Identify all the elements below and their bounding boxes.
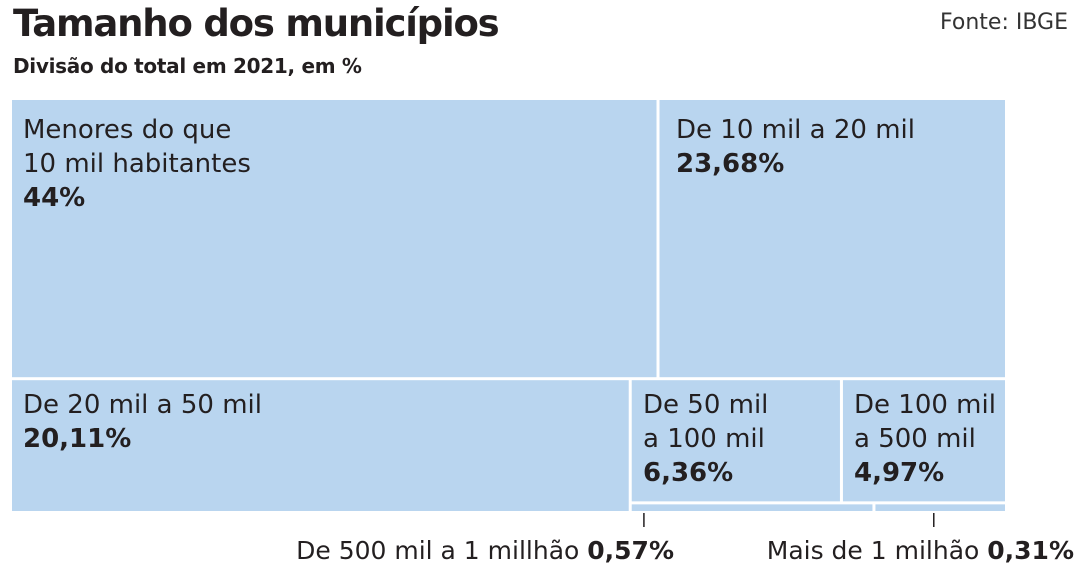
chart-subtitle: Divisão do total em 2021, em % bbox=[13, 54, 362, 78]
callout-mais-1milhao: Mais de 1 milhão 0,31% bbox=[767, 536, 1074, 566]
tile-name: De 50 mil a 100 mil bbox=[643, 390, 769, 454]
callout-500mil-1milhao: De 500 mil a 1 millhão 0,57% bbox=[296, 536, 674, 566]
tile-50-100mil bbox=[631, 380, 840, 502]
tile-10-20mil bbox=[659, 100, 1005, 378]
tile-name: De 20 mil a 50 mil bbox=[23, 390, 262, 420]
tile-value: 44% bbox=[23, 183, 86, 213]
callout-value: 0,57% bbox=[587, 536, 674, 565]
tile-value: 4,97% bbox=[854, 458, 945, 488]
tile-label-10-20mil: De 10 mil a 20 mil 23,68% bbox=[676, 113, 915, 181]
tile-label-menores-10mil: Menores do que 10 mil habitantes 44% bbox=[23, 113, 251, 215]
callout-value: 0,31% bbox=[987, 536, 1074, 565]
tile-name: De 10 mil a 20 mil bbox=[676, 115, 915, 145]
tile-label-20-50mil: De 20 mil a 50 mil 20,11% bbox=[23, 388, 262, 456]
tile-20-50mil bbox=[12, 380, 629, 511]
tile-value: 6,36% bbox=[643, 458, 734, 488]
chart-title: Tamanho dos municípios bbox=[13, 2, 500, 45]
tile-name: Menores do que 10 mil habitantes bbox=[23, 115, 251, 179]
tile-mais-1milhao bbox=[875, 504, 1005, 511]
callout-name: De 500 mil a 1 millhão bbox=[296, 536, 580, 565]
tile-value: 23,68% bbox=[676, 149, 785, 179]
tile-500mil-1milhao bbox=[631, 504, 873, 511]
callout-name: Mais de 1 milhão bbox=[766, 536, 980, 565]
tile-label-50-100mil: De 50 mil a 100 mil 6,36% bbox=[643, 388, 768, 490]
tile-name: De 100 mil a 500 mil bbox=[854, 390, 996, 454]
tile-100-500mil bbox=[842, 380, 1005, 502]
tile-menores-10mil bbox=[12, 100, 657, 378]
source-note: Fonte: IBGE bbox=[940, 10, 1068, 35]
tile-value: 20,11% bbox=[23, 424, 132, 454]
tile-label-100-500mil: De 100 mil a 500 mil 4,97% bbox=[854, 388, 996, 490]
